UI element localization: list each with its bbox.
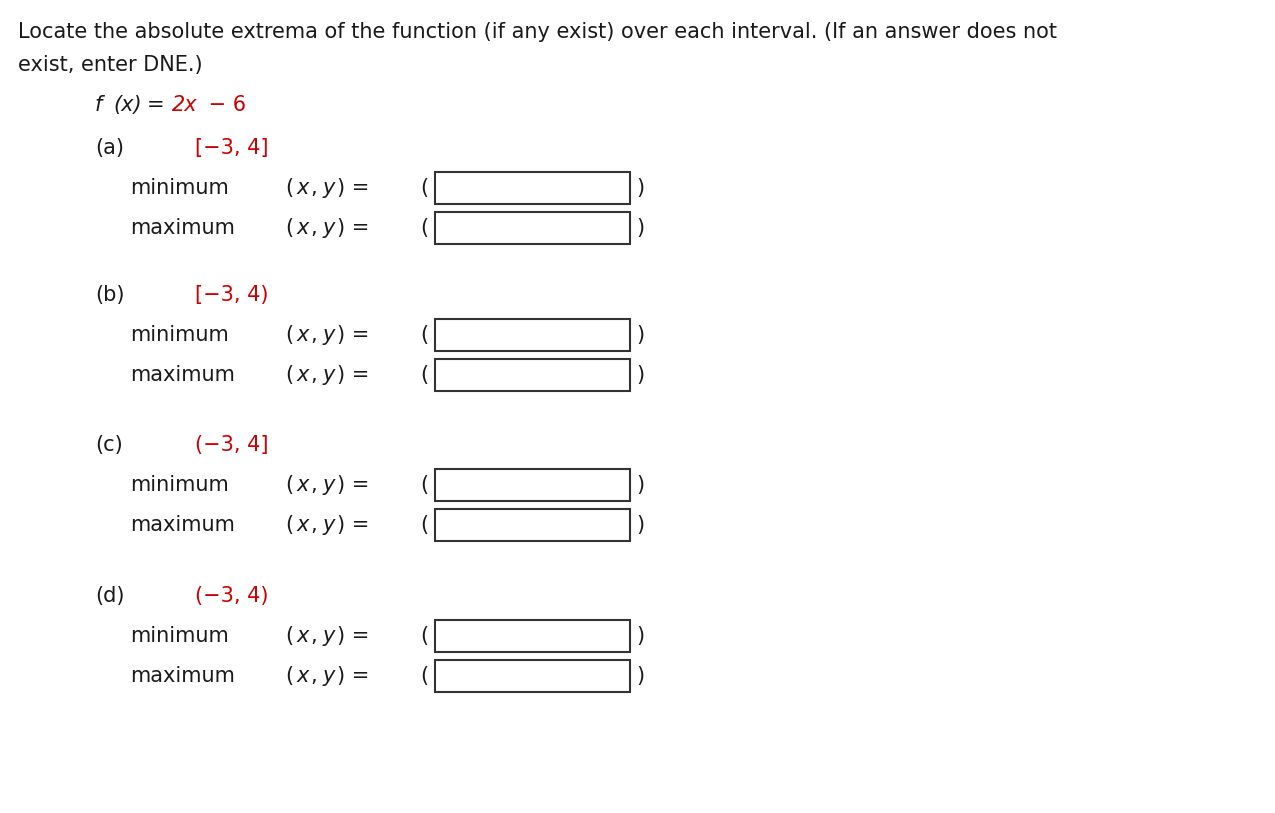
Text: (−3, 4]: (−3, 4] [195, 435, 269, 455]
Text: ) =: ) = [337, 515, 370, 535]
Text: Locate the absolute extrema of the function (if any exist) over each interval. (: Locate the absolute extrema of the funct… [18, 22, 1057, 42]
Bar [435, 620, 630, 652]
Text: x: x [297, 626, 310, 646]
Text: (: ( [286, 325, 293, 345]
Text: x: x [297, 325, 310, 345]
Text: (: ( [419, 178, 428, 198]
Text: ,: , [310, 515, 316, 535]
Text: (: ( [286, 218, 293, 238]
Text: ) =: ) = [337, 365, 370, 385]
Text: minimum: minimum [130, 178, 228, 198]
Bar [435, 509, 630, 541]
Text: minimum: minimum [130, 626, 228, 646]
Text: maximum: maximum [130, 666, 235, 686]
Text: ) =: ) = [337, 626, 370, 646]
Bar [435, 469, 630, 501]
Text: − 6: − 6 [201, 95, 246, 115]
Text: (−3, 4): (−3, 4) [195, 586, 269, 606]
Text: y: y [323, 325, 335, 345]
Text: y: y [323, 515, 335, 535]
Text: (c): (c) [96, 435, 122, 455]
Text: (d): (d) [96, 586, 125, 606]
Text: ,: , [310, 218, 316, 238]
Bar [435, 212, 630, 244]
Text: x: x [297, 515, 310, 535]
Text: (b): (b) [96, 285, 125, 305]
Text: maximum: maximum [130, 365, 235, 385]
Text: (: ( [286, 626, 293, 646]
Text: (: ( [419, 325, 428, 345]
Text: y: y [323, 218, 335, 238]
Text: ): ) [636, 325, 644, 345]
Text: (: ( [419, 218, 428, 238]
Text: ): ) [636, 666, 644, 686]
Text: maximum: maximum [130, 218, 235, 238]
Text: ,: , [310, 365, 316, 385]
Bar [435, 172, 630, 204]
Text: ,: , [310, 475, 316, 495]
Text: y: y [323, 365, 335, 385]
Text: x: x [297, 178, 310, 198]
Text: (: ( [419, 666, 428, 686]
Text: ) =: ) = [337, 666, 370, 686]
Text: y: y [323, 178, 335, 198]
Text: y: y [323, 475, 335, 495]
Text: x: x [297, 666, 310, 686]
Text: x: x [297, 218, 310, 238]
Text: ): ) [636, 475, 644, 495]
Text: =: = [147, 95, 164, 115]
Text: minimum: minimum [130, 325, 228, 345]
Text: minimum: minimum [130, 475, 228, 495]
Text: ) =: ) = [337, 325, 370, 345]
Text: (: ( [286, 178, 293, 198]
Text: (: ( [286, 475, 293, 495]
Text: ,: , [310, 626, 316, 646]
Text: ) =: ) = [337, 178, 370, 198]
Text: exist, enter DNE.): exist, enter DNE.) [18, 55, 203, 75]
Text: (: ( [419, 626, 428, 646]
Text: ,: , [310, 666, 316, 686]
Text: (a): (a) [96, 138, 124, 158]
Text: (: ( [286, 365, 293, 385]
Text: 2x: 2x [172, 95, 198, 115]
Text: ): ) [636, 218, 644, 238]
Text: ) =: ) = [337, 475, 370, 495]
Text: ) =: ) = [337, 218, 370, 238]
Text: (: ( [419, 515, 428, 535]
Text: x: x [297, 365, 310, 385]
Text: maximum: maximum [130, 515, 235, 535]
Text: (: ( [419, 475, 428, 495]
Text: x: x [297, 475, 310, 495]
Text: (x): (x) [113, 95, 142, 115]
Text: y: y [323, 666, 335, 686]
Text: f: f [96, 95, 108, 115]
Text: ,: , [310, 325, 316, 345]
Text: ): ) [636, 178, 644, 198]
Text: (: ( [419, 365, 428, 385]
Text: ): ) [636, 365, 644, 385]
Text: ): ) [636, 515, 644, 535]
Bar [435, 359, 630, 391]
Bar [435, 660, 630, 692]
Bar [435, 319, 630, 351]
Text: (: ( [286, 515, 293, 535]
Text: [−3, 4): [−3, 4) [195, 285, 269, 305]
Text: ,: , [310, 178, 316, 198]
Text: [−3, 4]: [−3, 4] [195, 138, 269, 158]
Text: y: y [323, 626, 335, 646]
Text: ): ) [636, 626, 644, 646]
Text: (: ( [286, 666, 293, 686]
